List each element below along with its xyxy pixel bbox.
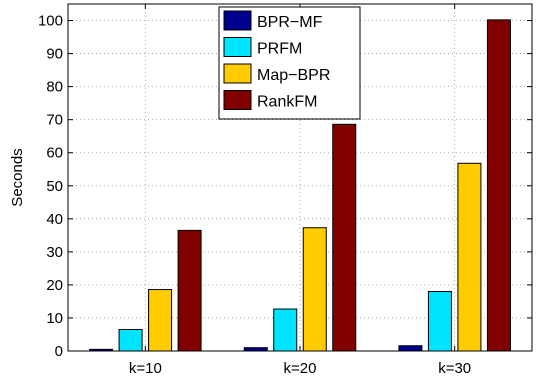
y-tick-label: 40 <box>46 211 63 228</box>
legend-swatch <box>223 37 252 57</box>
x-axis-ticks: k=10 k=20 k=30 <box>129 4 471 377</box>
y-tick-label: 70 <box>46 112 63 129</box>
y-tick-label: 50 <box>46 178 63 195</box>
legend-label: RankFM <box>257 94 317 111</box>
bar <box>177 229 202 352</box>
x-tick-label: k=30 <box>438 360 471 377</box>
y-tick-label: 20 <box>46 277 63 294</box>
x-tick-label: k=10 <box>129 360 162 377</box>
bars <box>89 19 511 352</box>
y-tick-label: 90 <box>46 46 63 63</box>
legend-swatch <box>223 90 252 110</box>
y-tick-label: 0 <box>55 343 63 360</box>
bar <box>457 162 482 352</box>
legend-swatch <box>223 10 252 31</box>
legend: BPR−MF PRFM Map−BPR RankFM <box>218 6 361 120</box>
bar <box>302 227 327 352</box>
bar <box>148 289 173 352</box>
y-tick-label: 100 <box>38 13 63 30</box>
bar <box>273 308 298 352</box>
bar <box>332 123 357 352</box>
y-tick-label: 10 <box>46 310 63 327</box>
y-tick-label: 80 <box>46 79 63 96</box>
legend-label: PRFM <box>257 41 302 58</box>
bar <box>118 329 143 352</box>
y-tick-label: 60 <box>46 145 63 162</box>
bar <box>427 291 452 352</box>
bar <box>398 345 423 352</box>
legend-label: Map−BPR <box>257 67 330 84</box>
legend-label: BPR−MF <box>257 14 323 31</box>
x-tick-label: k=20 <box>284 360 317 377</box>
legend-swatch <box>223 63 252 84</box>
y-tick-label: 30 <box>46 244 63 261</box>
bar <box>486 19 511 352</box>
y-axis-title: Seconds <box>9 148 26 206</box>
y-axis-ticks: 0 10 20 30 40 50 60 70 80 90 100 <box>38 13 532 360</box>
